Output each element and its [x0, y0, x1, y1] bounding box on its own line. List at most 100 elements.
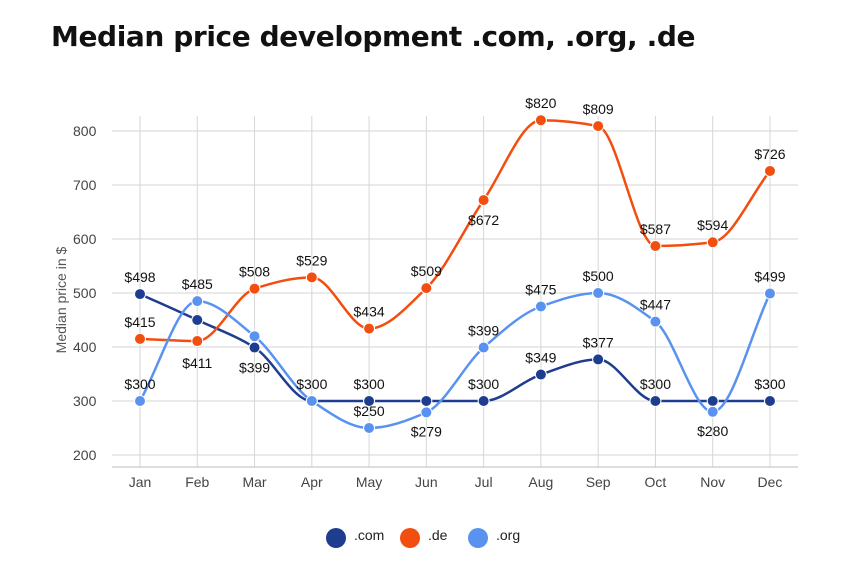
data-point-org — [649, 315, 662, 328]
data-label: $250 — [354, 403, 385, 419]
legend-label-com: .com — [354, 527, 384, 543]
data-point-org — [248, 330, 261, 343]
data-label: $434 — [354, 304, 385, 320]
x-tick-label: Sep — [586, 474, 611, 490]
x-tick-label: Nov — [700, 474, 725, 490]
data-label: $300 — [124, 376, 155, 392]
data-point-de — [191, 335, 204, 348]
data-point-com — [477, 395, 490, 407]
data-label: $399 — [468, 323, 499, 339]
data-label: $411 — [182, 355, 212, 371]
chart-title: Median price development .com, .org, .de — [51, 20, 696, 53]
data-point-com — [534, 368, 547, 381]
y-tick-label: 500 — [73, 285, 97, 301]
data-label: $415 — [124, 314, 155, 330]
data-point-de — [305, 271, 318, 284]
axes: 200 300 400 500 600 700 800 Jan Feb Mar Apr May Jun J… — [53, 123, 798, 490]
data-label: $300 — [468, 376, 499, 392]
series-line-de — [139, 118, 771, 343]
data-label: $485 — [182, 276, 213, 292]
data-point-org — [763, 287, 776, 300]
x-tick-label: May — [356, 474, 382, 490]
data-point-com — [420, 395, 433, 407]
series-lines — [134, 114, 776, 434]
legend-swatch-de — [400, 528, 420, 548]
data-point-com — [248, 341, 261, 354]
x-tick-label: Aug — [528, 474, 553, 490]
data-label: $349 — [525, 350, 556, 366]
legend-swatch-com — [326, 528, 346, 548]
data-point-com — [763, 395, 776, 407]
legend-label-de: .de — [428, 527, 448, 543]
data-point-com — [592, 353, 605, 366]
data-label: $509 — [411, 263, 442, 279]
data-point-org — [592, 287, 605, 299]
data-label: $377 — [583, 334, 614, 350]
data-point-de — [477, 194, 490, 207]
x-tick-label: Jan — [129, 474, 152, 490]
x-tick-label: Mar — [242, 474, 266, 490]
data-point-com — [649, 395, 662, 407]
x-tick-label: Dec — [758, 474, 783, 490]
grid — [112, 116, 798, 467]
x-tick-label: Apr — [301, 474, 323, 490]
data-point-org — [706, 405, 719, 418]
data-point-org — [191, 295, 204, 308]
data-point-de — [534, 114, 547, 127]
data-label: $498 — [124, 269, 155, 285]
data-label: $399 — [239, 360, 270, 376]
data-label: $726 — [754, 146, 785, 162]
data-point-org — [305, 395, 318, 407]
data-label: $809 — [583, 101, 614, 117]
data-label: $475 — [525, 282, 556, 298]
series-line-org — [138, 291, 772, 430]
legend-label-org: .org — [496, 527, 520, 543]
data-point-de — [363, 322, 376, 335]
data-label: $300 — [754, 376, 785, 392]
y-tick-label: 400 — [73, 339, 97, 355]
data-point-de — [134, 332, 146, 345]
data-point-de — [649, 240, 662, 253]
data-point-org — [534, 300, 547, 313]
y-tick-label: 700 — [73, 177, 97, 193]
data-point-org — [477, 341, 490, 354]
data-point-de — [763, 164, 776, 177]
x-tick-label: Jun — [415, 474, 438, 490]
data-label: $672 — [468, 212, 499, 228]
data-label: $820 — [525, 95, 556, 111]
data-label: $500 — [583, 268, 614, 284]
y-tick-label: 600 — [73, 231, 97, 247]
y-tick-label: 800 — [73, 123, 97, 139]
x-tick-label: Jul — [475, 474, 493, 490]
y-tick-label: 300 — [73, 393, 97, 409]
data-point-de — [592, 120, 605, 133]
data-label: $587 — [640, 221, 671, 237]
y-tick-label: 200 — [73, 447, 97, 463]
data-label: $499 — [754, 269, 785, 285]
data-point-com — [706, 395, 719, 407]
data-labels: $498 $399 $349 $377 $415 $411 $508 $529 $434 $509… — [124, 95, 785, 439]
data-label: $508 — [239, 264, 270, 280]
data-label: $280 — [697, 423, 728, 439]
data-point-de — [420, 282, 433, 295]
data-point-com — [363, 395, 376, 407]
data-label: $300 — [640, 376, 671, 392]
data-point-com — [134, 288, 146, 301]
x-tick-label: Oct — [645, 474, 667, 490]
legend: .com .de .org — [326, 527, 520, 548]
data-label: $447 — [640, 297, 671, 313]
data-point-de — [248, 282, 261, 295]
legend-swatch-org — [468, 528, 488, 548]
data-label: $529 — [296, 252, 327, 268]
data-label: $300 — [296, 376, 327, 392]
data-label: $300 — [354, 376, 385, 392]
data-point-org — [363, 422, 376, 434]
data-label: $279 — [411, 423, 442, 439]
data-label: $594 — [697, 217, 728, 233]
data-point-org — [134, 395, 146, 407]
y-axis-title: Median price in $ — [53, 246, 69, 353]
data-point-com — [191, 314, 204, 326]
x-tick-label: Feb — [185, 474, 209, 490]
data-point-org — [420, 406, 433, 419]
